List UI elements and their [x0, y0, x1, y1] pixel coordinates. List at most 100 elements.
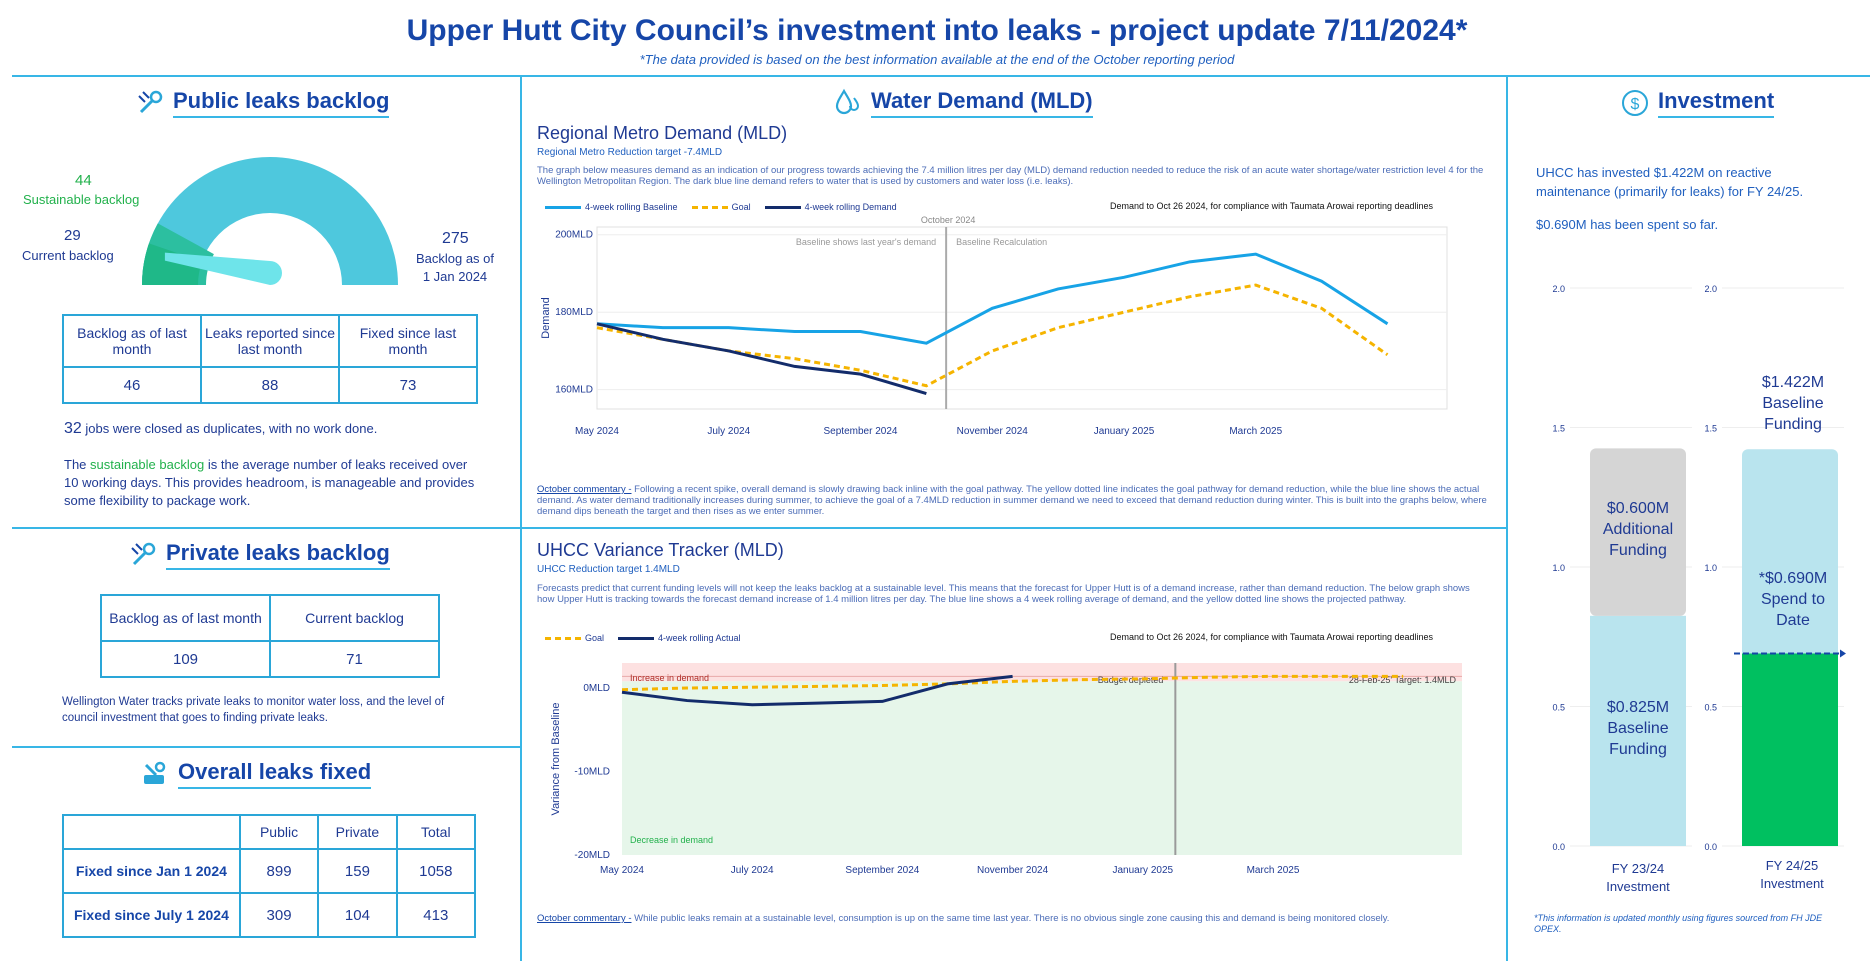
sustainable-note-highlight: sustainable backlog — [90, 457, 205, 472]
overall-fixed-title: Overall leaks fixed — [178, 759, 372, 789]
wrench-icon — [131, 542, 156, 566]
decrease-label: Decrease in demand — [630, 835, 713, 845]
series-line-0 — [621, 674, 1404, 692]
variance-chart-description: Forecasts predict that current funding l… — [537, 583, 1470, 605]
legend-baseline: 4-week rolling Baseline — [545, 202, 678, 212]
y-tick-label: 1.5 — [1552, 424, 1565, 434]
overall-cell: 159 — [317, 848, 398, 894]
public-backlog-table: Backlog as of last month Leaks reported … — [62, 314, 478, 404]
regional-chart-subtitle: Regional Metro Reduction target -7.4MLD — [537, 147, 723, 158]
x-tick-label: January 2025 — [1112, 865, 1173, 876]
october-label: October 2024 — [921, 215, 976, 225]
bar2-x-label: FY 24/25 Investment — [1760, 858, 1824, 891]
y-tick-label: 160MLD — [555, 385, 593, 396]
water-demand-title: Water Demand (MLD) — [871, 88, 1093, 118]
legend-goal-label: Goal — [585, 633, 605, 643]
dollar-icon: $ — [1622, 90, 1648, 116]
bar1-x-label: FY 23/24 Investment — [1606, 861, 1670, 894]
x-tick-label: July 2024 — [707, 426, 750, 437]
private-table-value-1: 109 — [100, 640, 271, 678]
overall-cell: 1058 — [395, 848, 477, 894]
duplicates-note: 32 jobs were closed as duplicates, with … — [64, 420, 504, 438]
bar2-spend-label: *$0.690M Spend to Date — [1758, 570, 1828, 629]
public-backlog-title: Public leaks backlog — [173, 88, 390, 118]
overall-row-label: Fixed since Jan 1 2024 — [62, 848, 241, 894]
legend-baseline-label: 4-week rolling Baseline — [585, 202, 678, 212]
overall-col-total: Total — [395, 814, 477, 850]
page-subtitle: *The data provided is based on the best … — [639, 52, 1235, 67]
legend-goal: Goal — [545, 633, 604, 643]
investment-text-2: $0.690M has been spent so far. — [1536, 217, 1719, 232]
decrease-zone — [622, 681, 1462, 855]
y-tick-label: 0.0 — [1552, 842, 1565, 852]
y-tick-label: 1.5 — [1704, 424, 1717, 434]
top-divider — [12, 75, 1870, 77]
x-tick-label: May 2024 — [600, 865, 644, 876]
public-table-header-1: Backlog as of last month — [62, 314, 202, 368]
plot-frame — [596, 226, 1448, 410]
y-tick-label: 180MLD — [555, 307, 593, 318]
right-column-divider — [1506, 76, 1508, 961]
bar2-spend-segment — [1742, 653, 1838, 846]
bar1-baseline-label: $0.825M Baseline Funding — [1606, 699, 1670, 758]
duplicates-text: jobs were closed as duplicates, with no … — [81, 421, 378, 436]
overall-row-label: Fixed since July 1 2024 — [62, 892, 241, 938]
water-drop-icon — [835, 88, 860, 115]
investment-footnote: *This information is updated monthly usi… — [1534, 913, 1823, 934]
variance-chart-subtitle: UHCC Reduction target 1.4MLD — [537, 564, 680, 575]
water-demand-header: Water Demand (MLD) — [833, 88, 1093, 118]
private-backlog-header: Private leaks backlog — [128, 540, 390, 570]
overall-cell: 899 — [238, 848, 320, 894]
public-table-value-2: 88 — [200, 366, 340, 404]
investment-title: Investment — [1658, 88, 1775, 118]
regional-compliance-note: Demand to Oct 26 2024, for compliance wi… — [1110, 201, 1434, 211]
page-title: Upper Hutt City Council’s investment int… — [406, 14, 1468, 47]
investment-header: $ Investment — [1620, 88, 1775, 118]
series-line-0 — [596, 252, 1389, 345]
regional-commentary: October commentary - Following a recent … — [537, 484, 1487, 517]
overall-fixed-header: Overall leaks fixed — [140, 759, 372, 789]
increase-label: Increase in demand — [630, 673, 709, 683]
x-tick-label: November 2024 — [957, 426, 1029, 437]
private-backlog-table: Backlog as of last month Current backlog… — [100, 594, 440, 678]
overall-cell: 104 — [317, 892, 398, 938]
bar1-baseline-segment — [1590, 615, 1686, 846]
regional-legend: 4-week rolling Baseline Goal 4-week roll… — [545, 202, 897, 212]
y-tick-label: -20MLD — [574, 850, 610, 861]
legend-goal-label: Goal — [731, 202, 751, 212]
target-label: 28-Feb-25' Target: 1.4MLD — [1349, 675, 1457, 685]
bar1-additional-segment — [1590, 448, 1686, 616]
gauge-needle — [164, 252, 282, 285]
left-column-divider — [520, 76, 522, 961]
gauge-current-arc — [142, 243, 202, 285]
x-tick-label: March 2025 — [1247, 865, 1300, 876]
x-tick-label: March 2025 — [1229, 426, 1282, 437]
series-line-1 — [621, 674, 1013, 707]
current-backlog-label: Current backlog — [22, 248, 114, 263]
y-tick-label: 1.0 — [1704, 563, 1717, 573]
svg-text:$: $ — [1631, 96, 1640, 113]
legend-goal: Goal — [691, 202, 751, 212]
variance-legend: Goal 4-week rolling Actual — [545, 633, 741, 643]
y-tick-label: -10MLD — [574, 767, 610, 778]
private-table-header-2: Current backlog — [269, 594, 440, 642]
current-backlog-value: 29 — [64, 227, 81, 244]
x-tick-label: May 2024 — [575, 426, 619, 437]
x-tick-label: September 2024 — [824, 426, 898, 437]
x-tick-label: November 2024 — [977, 865, 1049, 876]
sustainable-note: The sustainable backlog is the average n… — [64, 456, 484, 510]
regional-chart-title: Regional Metro Demand (MLD) — [537, 123, 788, 143]
public-table-header-2: Leaks reported since last month — [200, 314, 340, 368]
tools-icon — [144, 761, 166, 784]
y-tick-label: 1.0 — [1552, 563, 1565, 573]
variance-compliance-note: Demand to Oct 26 2024, for compliance wi… — [1110, 632, 1434, 642]
variance-commentary-text: While public leaks remain at a sustainab… — [631, 913, 1390, 924]
variance-commentary: October commentary - While public leaks … — [537, 913, 1487, 924]
private-table-header-1: Backlog as of last month — [100, 594, 271, 642]
series-line-2 — [596, 322, 927, 395]
overall-col-public: Public — [238, 814, 320, 850]
backlog-jan-label-2: 1 Jan 2024 — [422, 269, 488, 284]
variance-chart-title: UHCC Variance Tracker (MLD) — [537, 540, 784, 560]
x-tick-label: July 2024 — [731, 865, 774, 876]
y-tick-label: 200MLD — [555, 230, 593, 241]
